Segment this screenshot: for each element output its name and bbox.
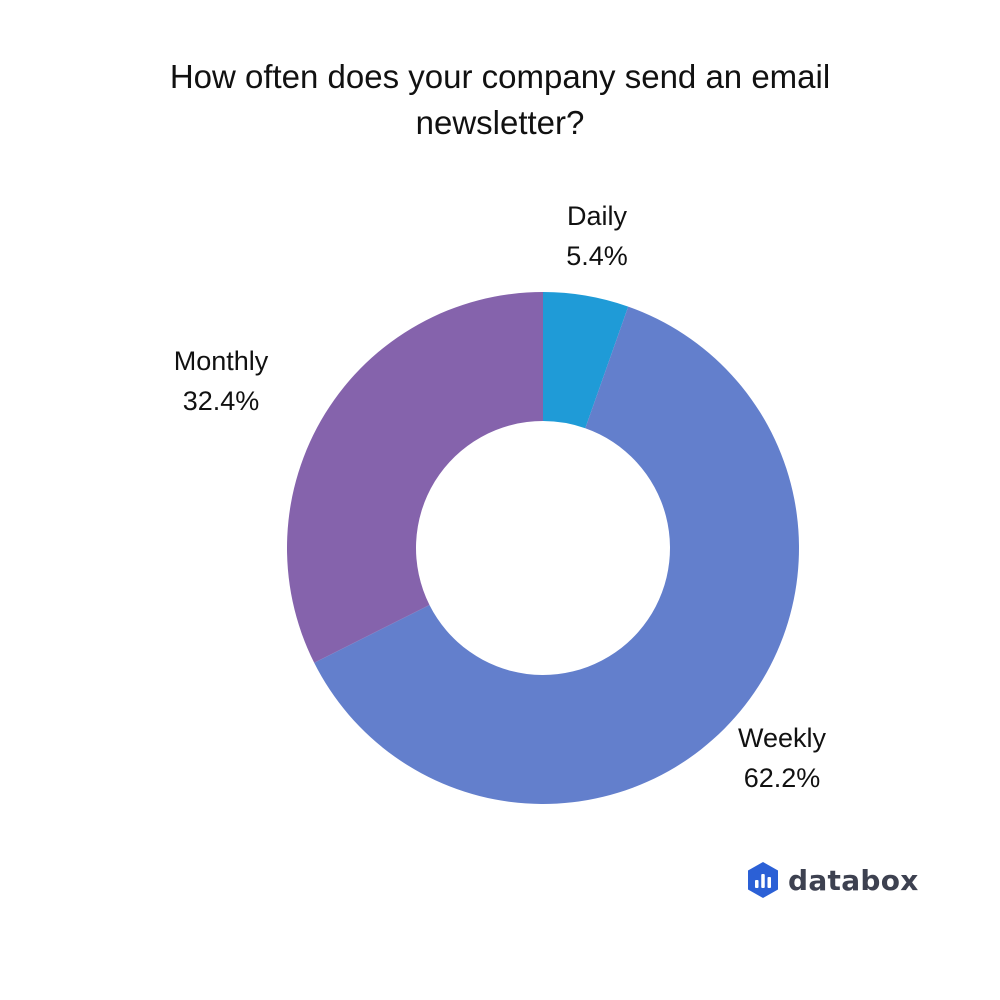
databox-logo-icon bbox=[748, 862, 778, 898]
slice-label-weekly: Weekly 62.2% bbox=[682, 718, 882, 798]
slice-label-value: 32.4% bbox=[182, 386, 260, 416]
slice-weekly bbox=[314, 306, 799, 804]
brand-logo: databox bbox=[746, 860, 919, 900]
donut-slices bbox=[287, 292, 799, 804]
slice-monthly bbox=[287, 292, 543, 663]
slice-label-monthly: Monthly 32.4% bbox=[121, 341, 321, 421]
slice-label-name: Weekly bbox=[737, 723, 827, 753]
brand-name: databox bbox=[788, 863, 919, 897]
slice-label-name: Monthly bbox=[173, 346, 269, 376]
slice-label-value: 5.4% bbox=[566, 241, 628, 271]
slice-label-value: 62.2% bbox=[743, 763, 821, 793]
slice-label-name: Daily bbox=[566, 201, 627, 231]
slice-label-daily: Daily 5.4% bbox=[497, 196, 697, 276]
chart-title: How often does your company send an emai… bbox=[169, 58, 831, 141]
slice-daily bbox=[543, 292, 629, 429]
